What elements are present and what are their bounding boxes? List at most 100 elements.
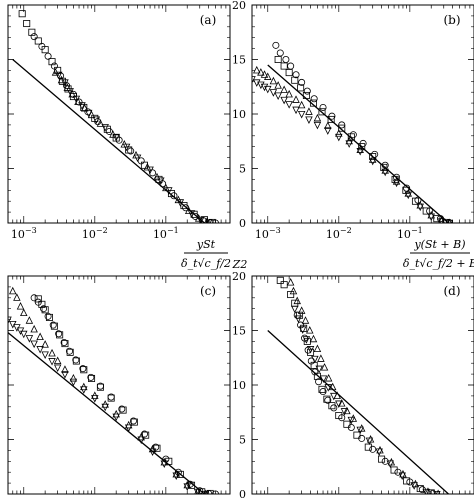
data-point-triangle-down: [381, 168, 389, 177]
data-point-square: [378, 455, 386, 463]
data-point-circle: [127, 147, 135, 155]
data-point-triangle-up: [160, 457, 169, 466]
data-point-triangle-up: [274, 81, 282, 89]
y-tick-label: 15: [232, 54, 246, 67]
data-point-circle: [44, 312, 52, 320]
data-point-square: [302, 91, 310, 99]
x-axis-label-b: y(St + B) δ_t√c_f/2 + B: [403, 238, 474, 270]
y-tick-label: 0: [239, 217, 246, 230]
data-point-triangle-up: [335, 129, 343, 137]
data-point-circle: [107, 393, 115, 401]
data-point-triangle-up: [447, 218, 452, 223]
reference-line: [267, 64, 449, 223]
data-point-circle: [272, 41, 280, 49]
data-point-triangle-up: [313, 344, 322, 353]
data-point-square: [80, 366, 88, 374]
data-point-triangle-up: [427, 210, 435, 219]
data-point-triangle-up: [313, 113, 322, 122]
data-point-triangle-up: [324, 373, 333, 382]
data-point-circle: [170, 192, 178, 200]
data-point-triangle-down: [257, 81, 265, 90]
y-tick-label: 5: [239, 434, 246, 447]
data-point-circle: [276, 49, 284, 57]
data-point-square: [323, 395, 331, 403]
data-point-triangle-down: [204, 219, 213, 223]
data-point-triangle-up: [337, 399, 346, 407]
data-point-triangle-down: [8, 316, 12, 325]
data-point-square: [353, 431, 361, 439]
data-point-circle: [371, 150, 379, 158]
y-tick-label: 0: [239, 488, 246, 499]
series-triangle-down: [54, 71, 213, 223]
data-point-square: [66, 348, 74, 356]
data-point-circle: [287, 62, 295, 70]
y-tick-label: 20: [232, 0, 246, 12]
data-point-circle: [49, 321, 57, 329]
data-point-triangle-down: [345, 140, 353, 148]
data-point-triangle-down: [193, 488, 202, 494]
data-point-circle: [338, 414, 346, 422]
data-point-triangle-down: [48, 358, 56, 366]
data-point-triangle-up: [306, 326, 314, 334]
data-point-circle: [292, 71, 300, 79]
data-point-triangle-down: [69, 378, 78, 387]
data-point-triangle-down: [324, 384, 332, 392]
data-point-triangle-up: [356, 145, 364, 153]
data-point-triangle-down: [183, 483, 191, 491]
y-tick-label: 15: [232, 325, 246, 338]
data-point-triangle-down: [340, 408, 349, 416]
data-point-circle: [418, 486, 426, 494]
data-point-circle: [38, 42, 46, 50]
data-point-square: [328, 402, 336, 410]
data-point-circle: [205, 489, 213, 494]
data-point-square: [28, 28, 36, 36]
data-point-square: [280, 62, 288, 70]
plot-frame: [251, 4, 474, 224]
plot-area: [12, 10, 219, 223]
series-triangle-down: [291, 305, 441, 494]
data-point-square: [347, 133, 355, 141]
data-point-triangle-down: [319, 375, 328, 383]
chart-panel-d: 0 5 10 15 20 (d): [232, 270, 474, 499]
data-point-square: [188, 481, 196, 489]
data-point-triangle-up: [349, 414, 358, 422]
data-point-circle: [381, 457, 389, 465]
data-point-triangle-down: [112, 413, 120, 422]
data-point-triangle-down: [78, 102, 86, 110]
data-point-square: [23, 20, 31, 28]
data-point-triangle-down: [197, 216, 205, 223]
data-point-triangle-down: [427, 213, 435, 221]
data-point-triangle-down: [291, 305, 299, 314]
data-point-triangle-up: [203, 489, 208, 494]
data-point-triangle-up: [416, 201, 424, 209]
data-point-square: [403, 477, 411, 485]
plot-frame: [7, 275, 231, 495]
data-point-triangle-up: [297, 100, 306, 109]
data-point-square: [18, 10, 26, 18]
data-point-triangle-up: [41, 340, 49, 348]
data-point-triangle-down: [422, 488, 430, 494]
data-point-triangle-up: [328, 382, 337, 391]
data-point-square: [155, 175, 163, 183]
data-point-square: [142, 431, 150, 439]
data-point-circle: [149, 169, 157, 177]
data-point-square: [72, 357, 80, 365]
data-point-circle: [34, 298, 42, 306]
data-point-triangle-up: [404, 189, 413, 197]
x-tick-label: 10−2: [82, 226, 108, 241]
data-point-triangle-up: [309, 334, 318, 343]
data-point-circle: [349, 131, 357, 139]
data-point-triangle-up: [285, 89, 293, 98]
data-point-circle: [50, 62, 58, 70]
data-point-triangle-down: [122, 143, 131, 152]
data-point-triangle-down: [324, 127, 332, 135]
data-point-triangle-down: [157, 177, 165, 185]
x-tick-label: 10−1: [397, 226, 423, 241]
data-point-triangle-up: [260, 70, 269, 78]
data-point-triangle-down: [386, 460, 395, 468]
data-point-triangle-up: [69, 373, 78, 382]
x-axis-label-b-numerator: y(St + B): [413, 238, 465, 251]
data-point-triangle-down: [176, 199, 185, 207]
data-point-triangle-down: [437, 218, 446, 223]
data-point-triangle-down: [335, 400, 343, 409]
